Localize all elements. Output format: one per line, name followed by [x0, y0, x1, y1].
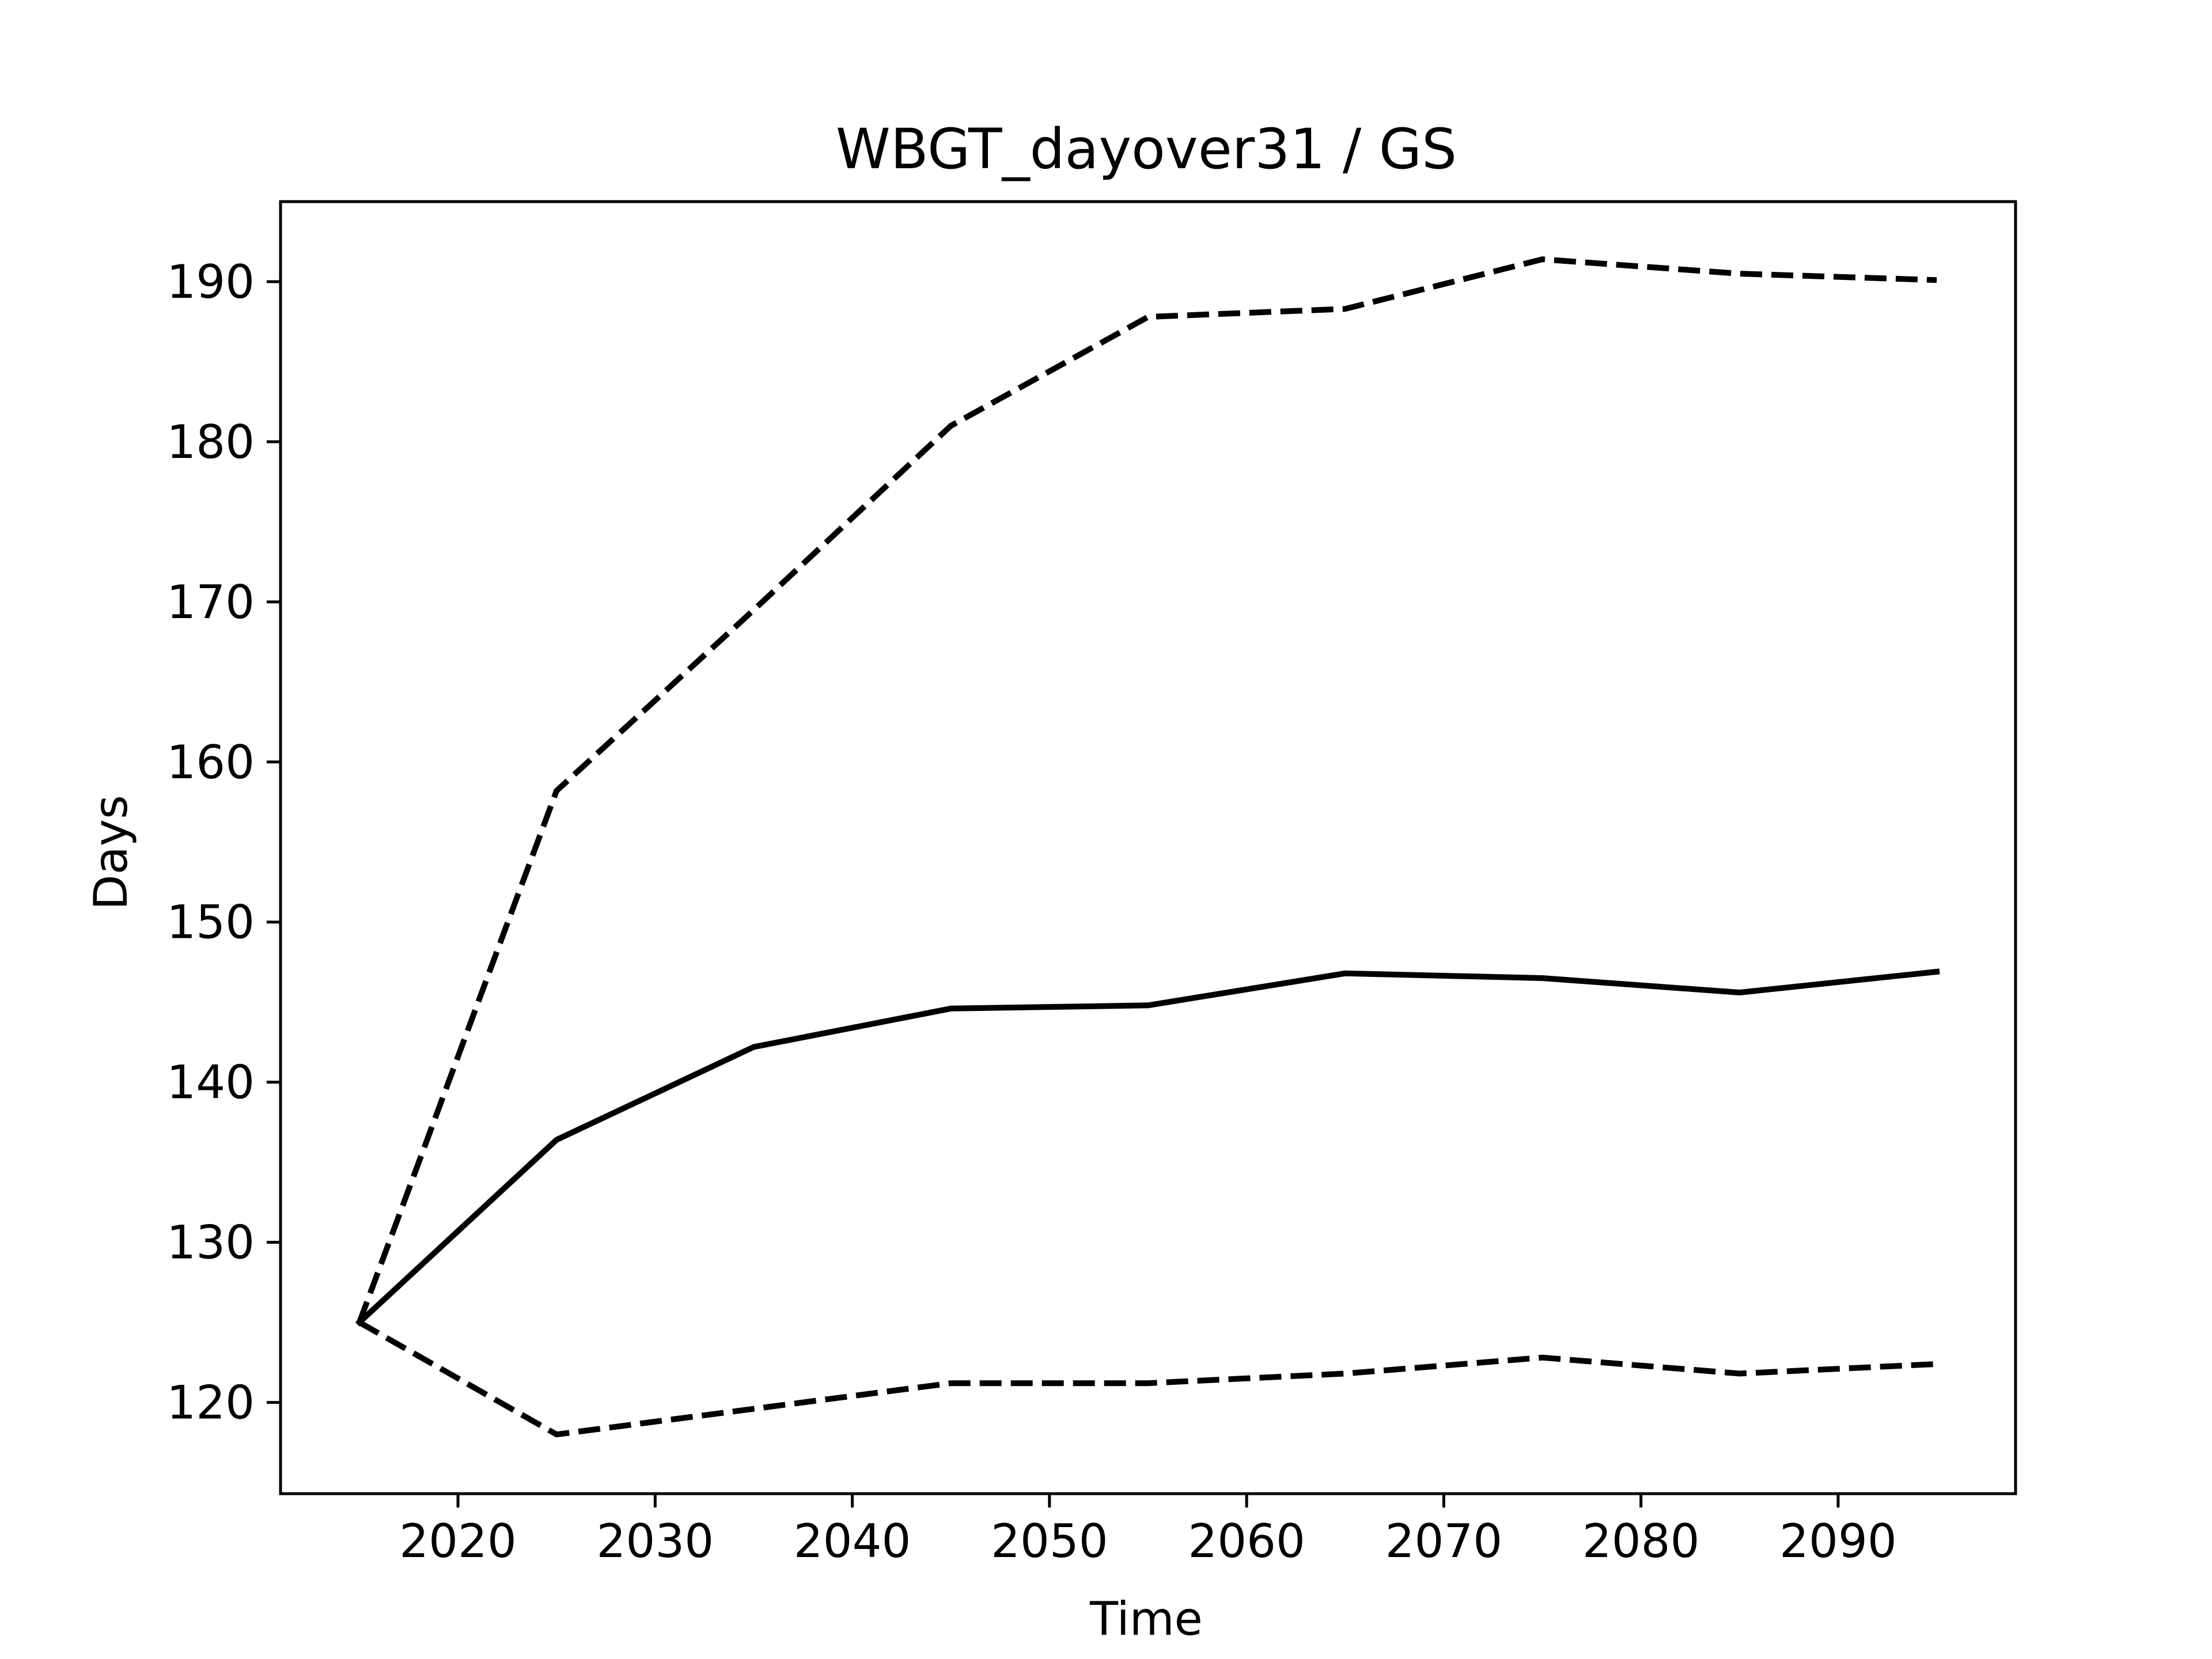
series-layer: [355, 256, 1940, 1438]
y-tick-label: 140: [166, 1056, 255, 1109]
x-tick-label: 2040: [794, 1514, 911, 1568]
y-tick-label: 180: [166, 415, 255, 469]
plot-frame: [279, 200, 2017, 1495]
y-tick-label: 120: [166, 1376, 255, 1430]
x-tick-label: 2070: [1385, 1514, 1503, 1568]
x-axis-label: Time: [1089, 1592, 1203, 1646]
y-tick-label: 170: [166, 575, 255, 629]
x-tick-label: 2020: [399, 1514, 517, 1568]
series-line-upper: [357, 256, 1937, 1324]
y-tick-label: 190: [166, 255, 255, 309]
x-tick-label: 2080: [1582, 1514, 1700, 1568]
y-axis-label: Days: [84, 795, 138, 910]
y-tick-label: 150: [166, 896, 255, 949]
y-axis: 120 130 140 150 160 170 180 190: [166, 255, 281, 1430]
plot-area: [279, 200, 2017, 1495]
series-line-mean: [355, 968, 1940, 1327]
chart-title: WBGT_dayover31 / GS: [836, 117, 1457, 181]
x-axis: 2020 2030 2040 2050 2060 2070 2080 2090: [399, 1494, 1897, 1568]
x-tick-label: 2030: [597, 1514, 714, 1568]
series-line-lower: [358, 1320, 1937, 1438]
x-tick-label: 2050: [991, 1514, 1108, 1568]
x-tick-label: 2060: [1188, 1514, 1305, 1568]
y-tick-label: 160: [166, 736, 255, 789]
y-tick-label: 130: [166, 1216, 255, 1270]
x-tick-label: 2090: [1779, 1514, 1897, 1568]
